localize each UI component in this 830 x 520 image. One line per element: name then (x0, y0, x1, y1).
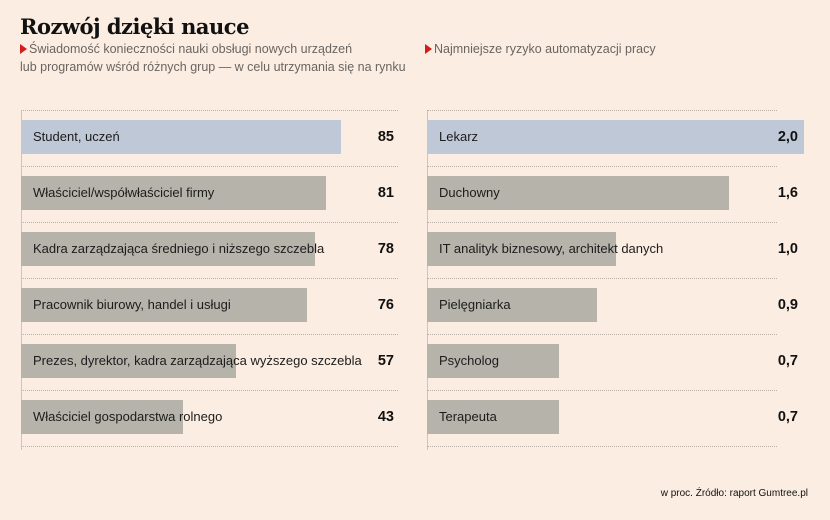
right-bar (427, 176, 729, 210)
left-bar-value: 85 (377, 129, 394, 145)
source-note: w proc. Źródło: raport Gumtree.pl (660, 488, 808, 499)
left-gridline (21, 166, 398, 167)
left-bar (21, 120, 341, 154)
left-bar-label: Właściciel gospodarstwa rolnego (33, 409, 223, 424)
right-bar (427, 288, 597, 322)
right-bar-value: 1,6 (777, 185, 798, 201)
right-bar-label: Terapeuta (439, 409, 497, 424)
left-gridline (21, 390, 398, 391)
left-gridline (21, 278, 398, 279)
right-bar-value: 0,7 (777, 409, 798, 425)
left-subtitle-line-1: Świadomość konieczności nauki obsługi no… (29, 42, 353, 56)
right-bar-value: 1,0 (777, 241, 798, 257)
left-bar (21, 400, 183, 434)
red-triangle-marker-icon (20, 44, 27, 54)
left-axis-line (21, 110, 22, 450)
left-bar-value: 76 (377, 297, 394, 313)
left-bar-value: 43 (377, 409, 394, 425)
right-bar-chart: Lekarz 2,0 Duchowny 1,6 IT analityk biznesow… (427, 108, 805, 450)
right-bar-label: IT analityk biznesowy, architekt danych (439, 241, 664, 256)
chart-title: Rozwój dzięki nauce (20, 14, 249, 39)
left-bar (21, 176, 326, 210)
left-bar-label: Pracownik biurowy, handel i usługi (33, 297, 231, 312)
red-triangle-marker-icon (425, 44, 432, 54)
left-bar (21, 344, 236, 378)
left-bar-value: 78 (377, 241, 394, 257)
left-gridline (21, 222, 398, 223)
left-bar-chart: Student, uczeń 85 Właściciel/współwłaścici… (21, 108, 399, 450)
right-gridline (427, 334, 777, 335)
right-gridline (427, 222, 777, 223)
left-bar-label: Kadra zarządzająca średniego i niższego … (33, 241, 325, 256)
right-subtitle: Najmniejsze ryzyko automatyzacji pracy (425, 40, 656, 58)
right-bar (427, 344, 559, 378)
right-bar-label: Lekarz (439, 129, 479, 144)
right-bar-value: 0,7 (777, 353, 798, 369)
left-bar-label: Prezes, dyrektor, kadra zarządzająca wyż… (33, 353, 362, 368)
right-subtitle-line-1: Najmniejsze ryzyko automatyzacji pracy (434, 42, 656, 56)
left-bar-label: Właściciel/współwłaściciel firmy (33, 185, 215, 200)
left-bar-value: 81 (377, 185, 394, 201)
right-bar-value: 2,0 (777, 129, 798, 145)
right-bar-value: 0,9 (777, 297, 798, 313)
right-gridline (427, 110, 777, 111)
right-bar-label: Duchowny (439, 185, 500, 200)
right-gridline (427, 166, 777, 167)
right-gridline (427, 446, 777, 447)
right-bar (427, 120, 804, 154)
left-bar-value: 57 (377, 353, 394, 369)
left-gridline (21, 334, 398, 335)
right-axis-line (427, 110, 428, 450)
right-bar-label: Pielęgniarka (439, 297, 511, 312)
right-gridline (427, 390, 777, 391)
right-bar (427, 400, 559, 434)
left-subtitle-line-2: lub programów wśród różnych grup — w cel… (20, 60, 406, 74)
left-bar (21, 288, 307, 322)
left-bar (21, 232, 315, 266)
right-gridline (427, 278, 777, 279)
right-bar (427, 232, 616, 266)
right-bar-label: Psycholog (439, 353, 499, 368)
left-gridline (21, 110, 398, 111)
left-gridline (21, 446, 398, 447)
left-bar-label: Student, uczeń (33, 129, 120, 144)
left-subtitle: Świadomość konieczności nauki obsługi no… (20, 40, 406, 76)
